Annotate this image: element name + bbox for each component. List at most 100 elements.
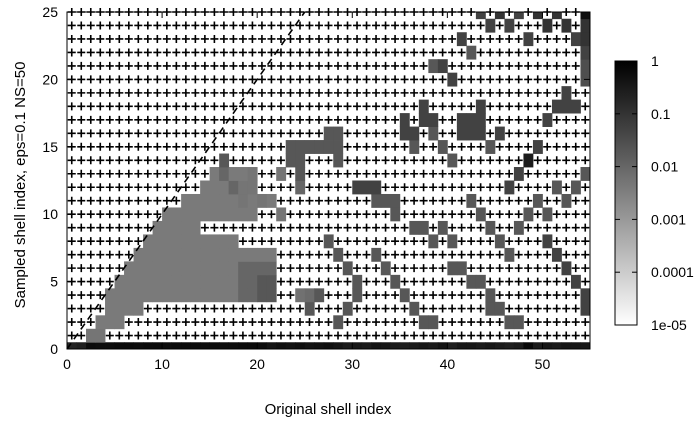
heatmap-cell — [304, 301, 315, 316]
empty-cell-plus-marker — [334, 210, 343, 219]
empty-cell-plus-marker — [476, 331, 485, 340]
empty-cell-plus-marker — [200, 142, 209, 151]
empty-cell-plus-marker — [419, 183, 428, 192]
empty-cell-plus-marker — [238, 21, 247, 30]
empty-cell-plus-marker — [362, 142, 371, 151]
empty-cell-plus-marker — [286, 318, 295, 327]
empty-cell-plus-marker — [571, 75, 580, 84]
empty-cell-plus-marker — [181, 129, 190, 138]
empty-cell-plus-marker — [562, 183, 571, 192]
empty-cell-plus-marker — [200, 169, 209, 178]
empty-cell-plus-marker — [372, 21, 381, 30]
empty-cell-plus-marker — [410, 169, 419, 178]
empty-cell-plus-marker — [486, 34, 495, 43]
heatmap-cell — [456, 32, 467, 47]
heatmap-cell — [333, 342, 344, 350]
empty-cell-plus-marker — [362, 115, 371, 124]
heatmap-cell — [390, 274, 401, 289]
empty-cell-plus-marker — [533, 129, 542, 138]
colorbar — [614, 60, 638, 326]
empty-cell-plus-marker — [562, 277, 571, 286]
empty-cell-plus-marker — [257, 210, 266, 219]
empty-cell-plus-marker — [419, 129, 428, 138]
empty-cell-plus-marker — [581, 102, 590, 111]
empty-cell-plus-marker — [552, 48, 561, 57]
empty-cell-plus-marker — [219, 331, 228, 340]
heatmap-cell — [162, 234, 172, 249]
heatmap-cell — [200, 274, 211, 289]
heatmap-cell — [114, 342, 125, 350]
empty-cell-plus-marker — [381, 88, 390, 97]
heatmap-cell — [133, 274, 144, 289]
empty-cell-plus-marker — [467, 34, 476, 43]
empty-cell-plus-marker — [86, 291, 95, 300]
heatmap-cell — [190, 207, 201, 222]
heatmap-cell — [181, 342, 192, 350]
empty-cell-plus-marker — [219, 102, 228, 111]
empty-cell-plus-marker — [372, 291, 381, 300]
empty-cell-plus-marker — [219, 48, 228, 57]
heatmap-cell — [200, 193, 211, 208]
empty-cell-plus-marker — [552, 318, 561, 327]
empty-cell-plus-marker — [276, 102, 285, 111]
empty-cell-plus-marker — [77, 48, 86, 57]
empty-cell-plus-marker — [419, 75, 428, 84]
heatmap-cell — [114, 315, 125, 330]
empty-cell-plus-marker — [191, 331, 200, 340]
empty-cell-plus-marker — [143, 21, 152, 30]
empty-cell-plus-marker — [400, 156, 409, 165]
heatmap-cell — [219, 167, 230, 181]
empty-cell-plus-marker — [267, 318, 276, 327]
empty-cell-plus-marker — [419, 210, 428, 219]
empty-cell-plus-marker — [257, 237, 266, 246]
empty-cell-plus-marker — [410, 21, 419, 30]
empty-cell-plus-marker — [334, 169, 343, 178]
empty-cell-plus-marker — [248, 331, 257, 340]
empty-cell-plus-marker — [248, 237, 257, 246]
empty-cell-plus-marker — [381, 250, 390, 259]
empty-cell-plus-marker — [543, 318, 552, 327]
empty-cell-plus-marker — [362, 102, 371, 111]
empty-cell-plus-marker — [372, 88, 381, 97]
empty-cell-plus-marker — [514, 142, 523, 151]
empty-cell-plus-marker — [210, 102, 219, 111]
empty-cell-plus-marker — [524, 61, 533, 70]
empty-cell-plus-marker — [105, 102, 114, 111]
empty-cell-plus-marker — [562, 142, 571, 151]
empty-cell-plus-marker — [419, 250, 428, 259]
empty-cell-plus-marker — [467, 318, 476, 327]
empty-cell-plus-marker — [353, 304, 362, 313]
empty-cell-plus-marker — [124, 210, 133, 219]
empty-cell-plus-marker — [124, 48, 133, 57]
empty-cell-plus-marker — [524, 318, 533, 327]
heatmap-cell — [190, 342, 201, 350]
empty-cell-plus-marker — [257, 129, 266, 138]
empty-cell-plus-marker — [305, 48, 314, 57]
empty-cell-plus-marker — [524, 250, 533, 259]
heatmap-cell — [314, 140, 325, 154]
empty-cell-plus-marker — [267, 237, 276, 246]
heatmap-cell — [181, 288, 192, 303]
empty-cell-plus-marker — [533, 156, 542, 165]
heatmap-cell — [228, 288, 239, 303]
empty-cell-plus-marker — [514, 277, 523, 286]
empty-cell-plus-marker — [362, 277, 371, 286]
empty-cell-plus-marker — [448, 142, 457, 151]
heatmap-cell — [437, 220, 448, 235]
empty-cell-plus-marker — [362, 48, 371, 57]
empty-cell-plus-marker — [438, 183, 447, 192]
empty-cell-plus-marker — [362, 75, 371, 84]
empty-cell-plus-marker — [314, 88, 323, 97]
empty-cell-plus-marker — [410, 264, 419, 273]
empty-cell-plus-marker — [115, 48, 124, 57]
empty-cell-plus-marker — [391, 48, 400, 57]
empty-cell-plus-marker — [257, 102, 266, 111]
empty-cell-plus-marker — [276, 115, 285, 124]
plot-frame — [66, 11, 591, 350]
empty-cell-plus-marker — [181, 318, 190, 327]
heatmap-cell — [532, 12, 543, 20]
empty-cell-plus-marker — [248, 223, 257, 232]
empty-cell-plus-marker — [543, 291, 552, 300]
empty-cell-plus-marker — [105, 61, 114, 70]
empty-cell-plus-marker — [96, 142, 105, 151]
